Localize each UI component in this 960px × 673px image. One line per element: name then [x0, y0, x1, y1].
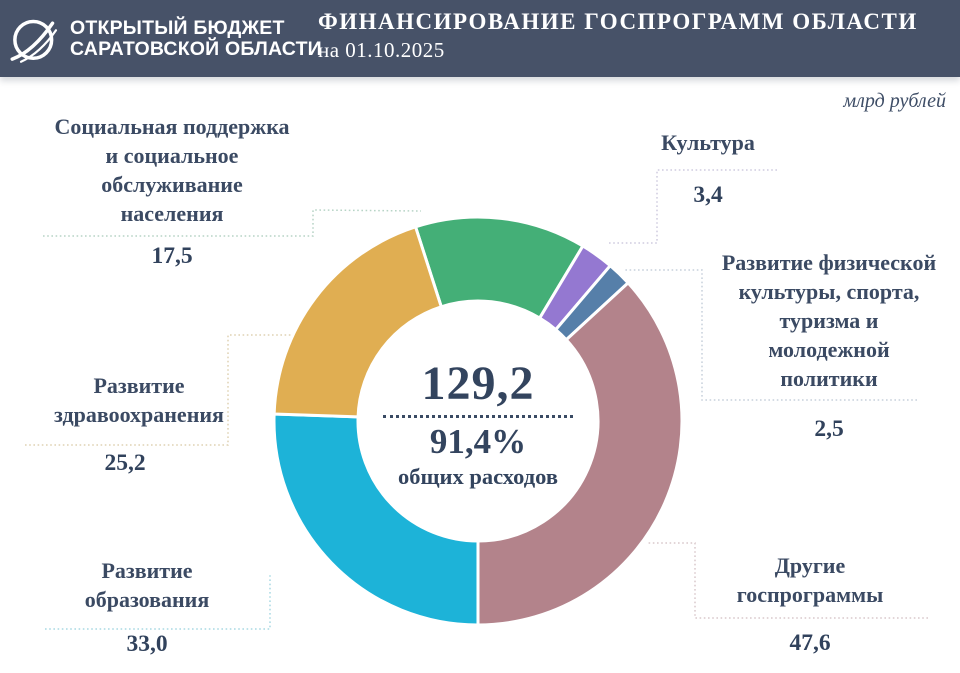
label-line: молодежной — [768, 337, 890, 362]
segment-label-healthcare: Развитие здравоохранения — [20, 371, 258, 429]
percent-of-expenses: 91,4% — [429, 422, 527, 461]
label-line: обслуживание — [101, 172, 243, 197]
brand-text: ОТКРЫТЫЙ БЮДЖЕТ САРАТОВСКОЙ ОБЛАСТИ — [70, 16, 322, 60]
segment-value-social-support: 17,5 — [151, 243, 193, 269]
label-line: Развитие физической — [721, 250, 937, 275]
label-line: здравоохранения — [54, 402, 224, 427]
segment-value-culture: 3,4 — [693, 182, 723, 208]
segment-label-social-support: Социальная поддержка и социальное обслуж… — [22, 112, 322, 228]
label-line: туризма и — [779, 308, 879, 333]
segment-value-other-programs: 47,6 — [789, 630, 831, 656]
segment-label-sport-tourism: Развитие физической культуры, спорта, ту… — [700, 248, 958, 393]
brand-line-1: ОТКРЫТЫЙ БЮДЖЕТ — [70, 16, 285, 39]
label-line: культуры, спорта, — [738, 279, 920, 304]
label-line: политики — [780, 366, 878, 391]
donut-center-text: 129,2 91,4% общих расходов — [338, 360, 618, 490]
open-budget-logo-icon — [10, 19, 58, 63]
label-line: населения — [120, 201, 224, 226]
center-dotted-divider — [383, 415, 573, 418]
title-block: ФИНАНСИРОВАНИЕ ГОСПРОГРАММ ОБЛАСТИ на 01… — [318, 9, 918, 62]
page-title: ФИНАНСИРОВАНИЕ ГОСПРОГРАММ ОБЛАСТИ — [318, 9, 918, 34]
report-date: на 01.10.2025 — [318, 38, 445, 62]
brand-line-2: САРАТОВСКОЙ ОБЛАСТИ — [70, 37, 322, 60]
label-line: Развитие — [93, 373, 185, 398]
label-line: Другие — [774, 553, 846, 578]
segment-label-other-programs: Другие госпрограммы — [698, 551, 922, 609]
label-line: образования — [84, 587, 210, 612]
segment-value-education: 33,0 — [126, 631, 168, 657]
segment-value-healthcare: 25,2 — [104, 450, 146, 476]
label-line: Социальная поддержка — [54, 114, 290, 139]
total-value: 129,2 — [421, 357, 535, 410]
segment-label-culture: Культура — [628, 128, 788, 157]
header-bar: ОТКРЫТЫЙ БЮДЖЕТ САРАТОВСКОЙ ОБЛАСТИ ФИНА… — [0, 0, 960, 77]
label-line: госпрограммы — [736, 582, 884, 607]
segment-label-education: Развитие образования — [38, 556, 256, 614]
label-line: Культура — [661, 130, 755, 155]
segment-value-sport-tourism: 2,5 — [814, 416, 844, 442]
label-line: и социальное — [105, 143, 239, 168]
percent-caption: общих расходов — [397, 464, 558, 489]
unit-label: млрд рублей — [843, 90, 946, 112]
label-line: Развитие — [101, 558, 193, 583]
